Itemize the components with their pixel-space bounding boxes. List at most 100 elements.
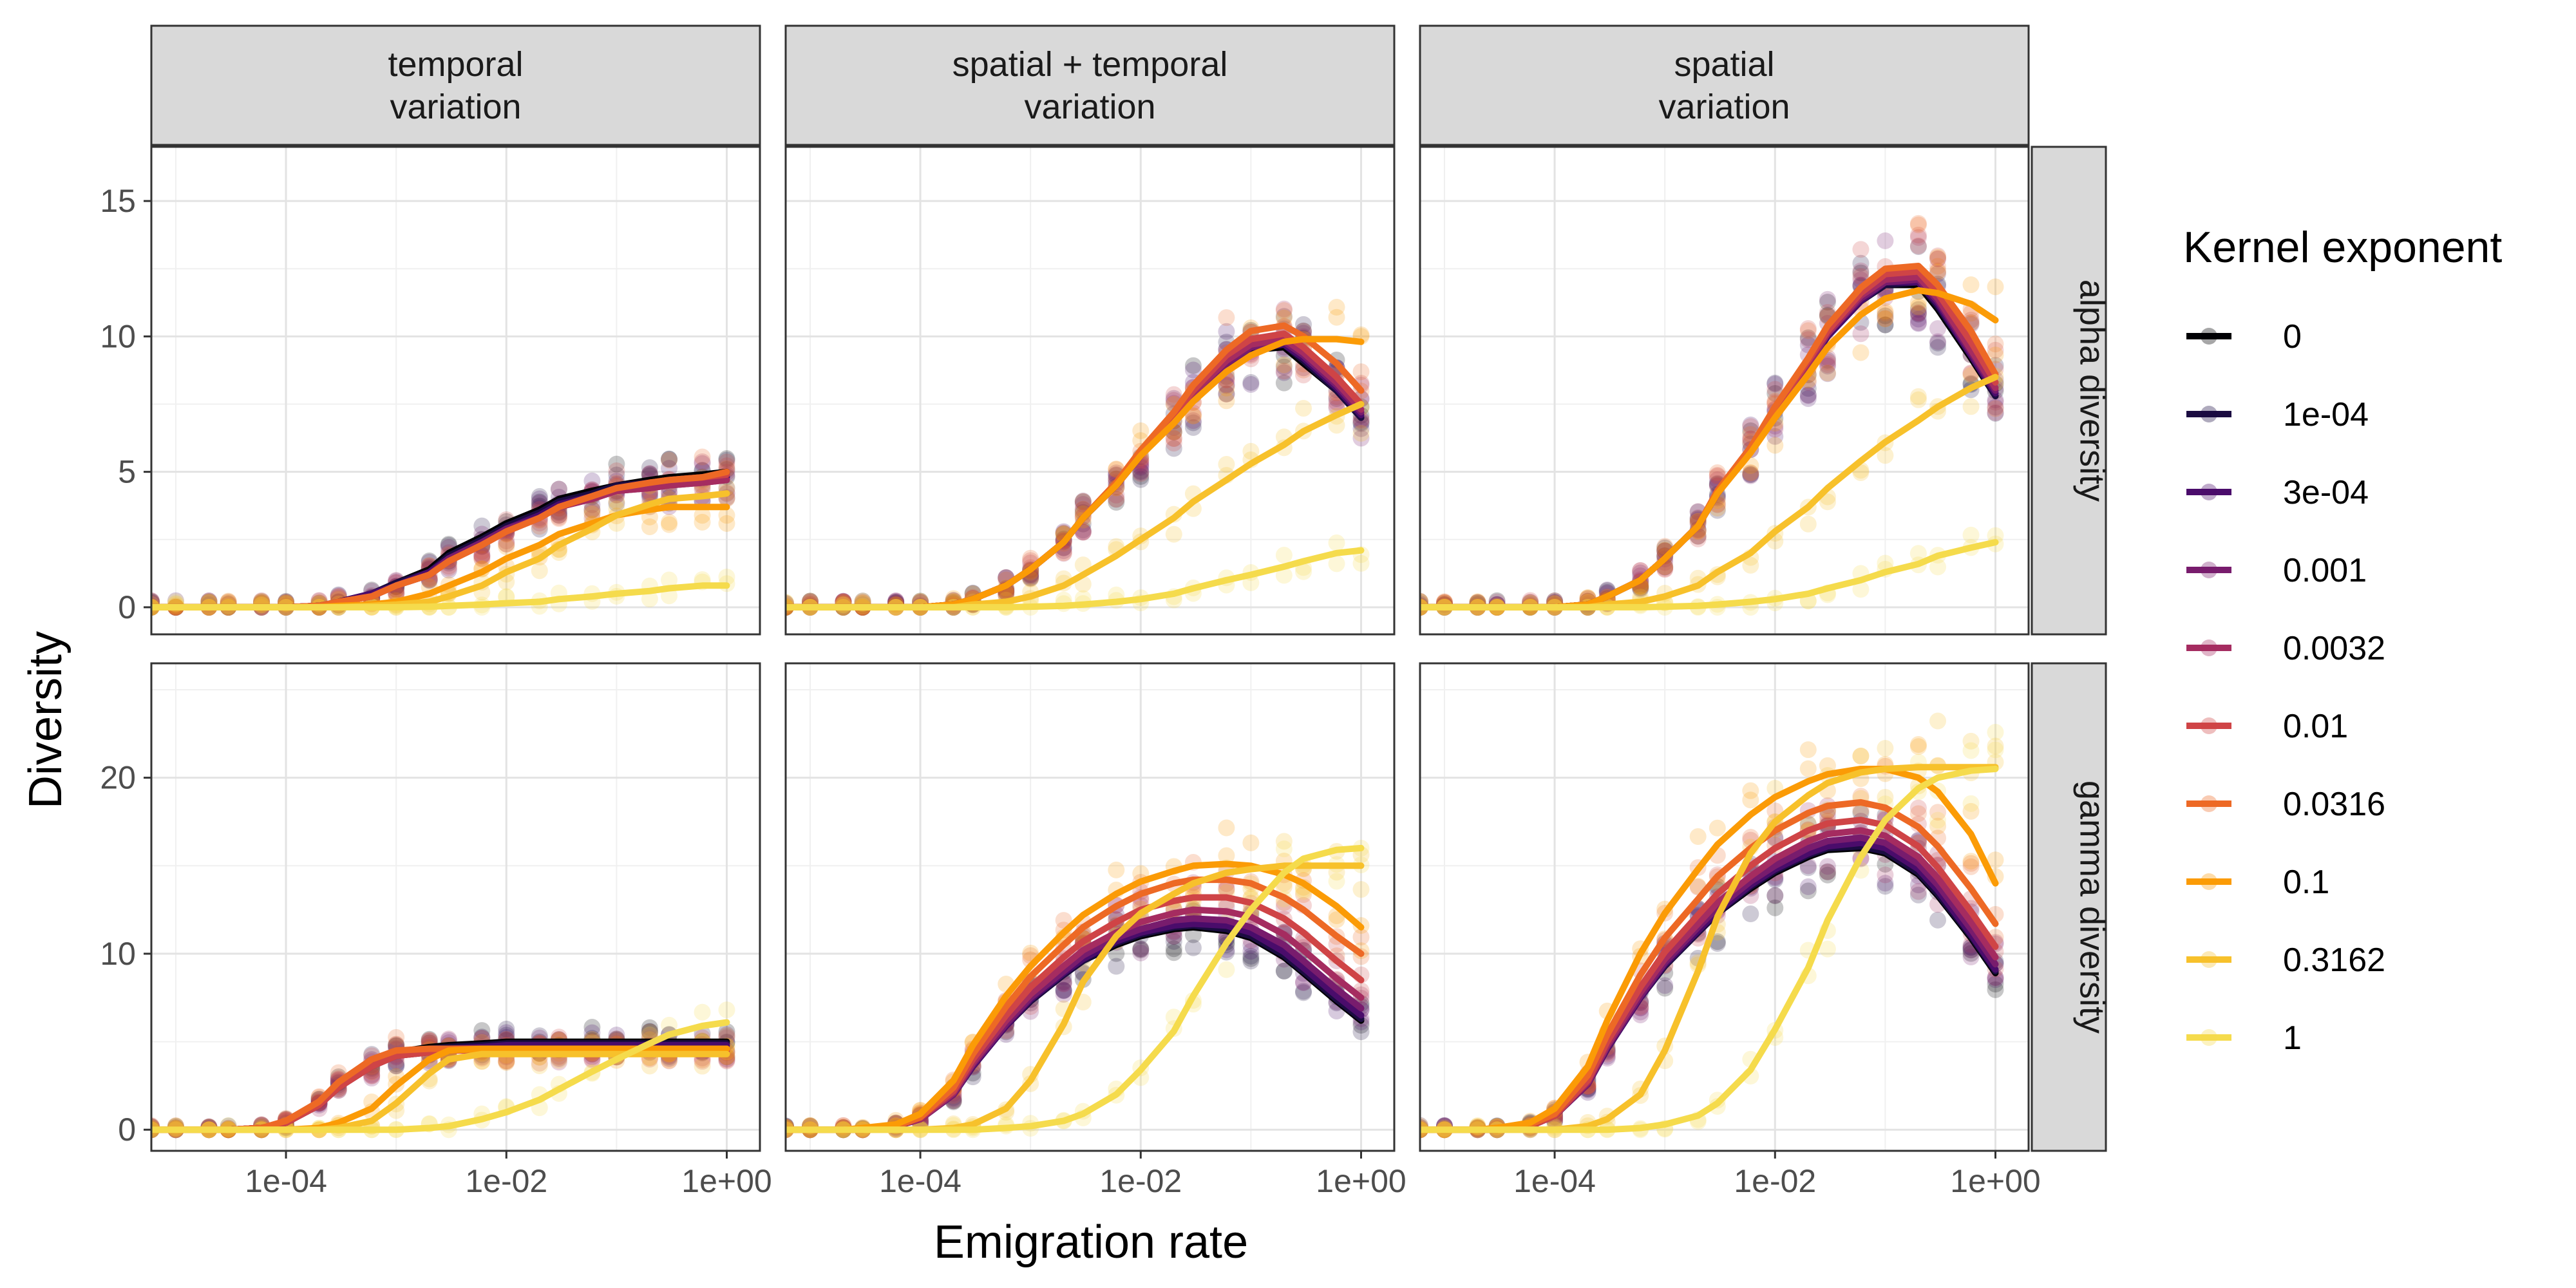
panel-plot-area	[786, 819, 1370, 1139]
data-point	[1962, 526, 1980, 544]
data-point	[1819, 356, 1836, 374]
data-point	[1184, 412, 1202, 430]
legend-key-point	[2201, 328, 2217, 345]
data-point	[1352, 1023, 1370, 1041]
data-point	[1022, 944, 1039, 961]
data-point	[1819, 493, 1836, 511]
data-point	[1218, 309, 1235, 327]
data-point	[1218, 323, 1235, 340]
data-point	[1742, 791, 1759, 809]
data-point	[1929, 558, 1947, 576]
data-point	[473, 547, 491, 565]
data-point	[1799, 878, 1817, 895]
data-point	[1909, 294, 1927, 311]
data-point	[1766, 437, 1784, 454]
data-point	[1909, 305, 1927, 323]
panel-border	[784, 146, 1396, 636]
column-strip-label: variation	[390, 88, 521, 126]
data-point	[1275, 364, 1293, 381]
data-point	[1819, 290, 1836, 308]
data-point	[1929, 262, 1947, 279]
data-point	[1165, 440, 1182, 457]
data-point	[1352, 430, 1370, 447]
data-point	[661, 516, 678, 533]
legend-item: 0	[2186, 318, 2302, 355]
data-point	[1929, 339, 1947, 356]
data-point	[1055, 981, 1072, 999]
data-point	[1852, 264, 1870, 281]
data-point	[1819, 357, 1836, 375]
data-point	[1132, 468, 1150, 485]
series-lines	[786, 322, 1365, 611]
legend-item: 0.1	[2186, 864, 2329, 901]
data-point	[1275, 374, 1293, 392]
series-lines	[1420, 263, 1999, 611]
data-point	[1275, 358, 1293, 375]
data-point	[1852, 581, 1870, 598]
data-point	[1656, 980, 1674, 997]
data-point	[1218, 377, 1235, 394]
data-point	[1108, 494, 1125, 511]
legend-key-point	[2201, 1029, 2217, 1046]
y-tick-label: 20	[100, 760, 136, 796]
data-point	[1352, 415, 1370, 432]
data-point	[1987, 976, 2004, 993]
x-tick-label: 1e-02	[1734, 1163, 1816, 1199]
data-point	[1766, 375, 1784, 393]
data-point	[1055, 986, 1072, 1003]
data-point	[1275, 309, 1293, 327]
legend-item: 0.0032	[2186, 630, 2385, 667]
data-point	[498, 538, 515, 556]
data-point	[1352, 363, 1370, 381]
data-point	[694, 448, 711, 466]
data-point	[1799, 859, 1817, 876]
data-point	[1709, 464, 1726, 482]
data-point	[1184, 939, 1202, 956]
legend-label: 0.0032	[2283, 630, 2385, 667]
data-point	[1799, 329, 1817, 346]
data-point	[1242, 950, 1260, 967]
legend-item: 1e-04	[2186, 396, 2369, 433]
data-point	[531, 562, 548, 580]
series-lines	[151, 468, 730, 611]
data-point	[1709, 819, 1726, 837]
data-point	[694, 513, 711, 531]
legend-key-point	[2201, 639, 2217, 656]
data-point	[1909, 883, 1927, 900]
data-point	[641, 591, 658, 608]
data-point	[1184, 419, 1202, 436]
data-point	[1742, 464, 1759, 482]
data-point	[1132, 940, 1150, 958]
data-point	[1987, 981, 2004, 998]
legend-key-point	[2201, 406, 2217, 422]
data-point	[1987, 341, 2004, 359]
data-point	[1742, 782, 1759, 799]
data-point	[1929, 804, 1947, 821]
data-point	[1987, 404, 2004, 422]
data-point	[661, 450, 678, 468]
data-point	[1242, 952, 1260, 970]
data-point	[1352, 881, 1370, 898]
legend-item: 3e-04	[2186, 474, 2369, 511]
x-tick-label: 1e+00	[1950, 1163, 2040, 1199]
panel-border	[784, 662, 1396, 1152]
data-point	[1877, 788, 1894, 806]
data-point	[694, 1003, 711, 1021]
data-point	[1218, 847, 1235, 864]
data-point	[1799, 882, 1817, 900]
data-point	[1074, 493, 1092, 511]
data-point	[1352, 424, 1370, 442]
data-point	[531, 1054, 548, 1072]
data-point	[1108, 491, 1125, 508]
data-point	[1766, 428, 1784, 445]
legend-label: 0.0316	[2283, 786, 2385, 823]
data-point	[1275, 547, 1293, 564]
data-point	[1987, 527, 2004, 544]
y-tick-label: 0	[118, 589, 136, 625]
column-strip	[1419, 24, 2030, 146]
data-point	[1987, 278, 2004, 296]
data-point	[1799, 387, 1817, 404]
data-point	[1877, 875, 1894, 892]
data-point	[1987, 392, 2004, 409]
data-point	[641, 1023, 658, 1041]
